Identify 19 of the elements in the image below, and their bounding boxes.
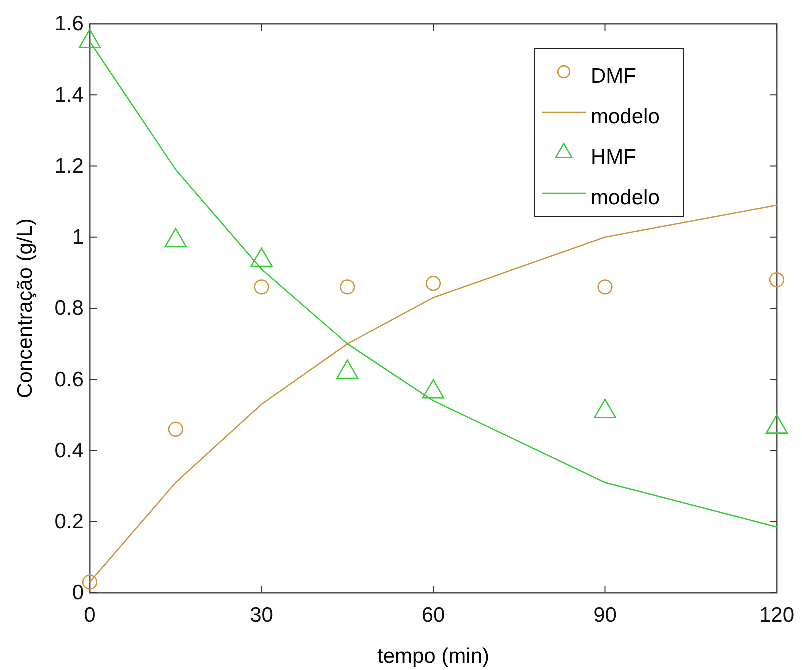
x-axis-title: tempo (min) bbox=[377, 645, 490, 668]
y-tick-label: 1 bbox=[72, 226, 84, 250]
x-tick-label: 30 bbox=[250, 604, 274, 627]
y-tick-label: 0.2 bbox=[54, 510, 84, 534]
x-tick-label: 60 bbox=[422, 604, 446, 627]
y-tick-label: 1.4 bbox=[54, 84, 84, 107]
y-tick-label: 1.6 bbox=[54, 12, 84, 36]
x-tick-label: 120 bbox=[759, 604, 795, 627]
y-axis-title: Concentração (g/L) bbox=[14, 218, 37, 398]
y-tick-label: 0.6 bbox=[54, 368, 84, 392]
legend-label: DMF bbox=[591, 65, 636, 88]
legend-label: HMF bbox=[591, 146, 636, 169]
legend-label: modelo bbox=[591, 186, 660, 210]
y-tick-label: 1.2 bbox=[54, 154, 84, 178]
y-tick-label: 0.8 bbox=[54, 297, 84, 320]
y-tick-label: 0 bbox=[72, 582, 84, 605]
legend-label: modelo bbox=[591, 106, 660, 128]
x-tick-label: 90 bbox=[594, 604, 617, 627]
y-tick-label: 0.4 bbox=[54, 439, 84, 462]
